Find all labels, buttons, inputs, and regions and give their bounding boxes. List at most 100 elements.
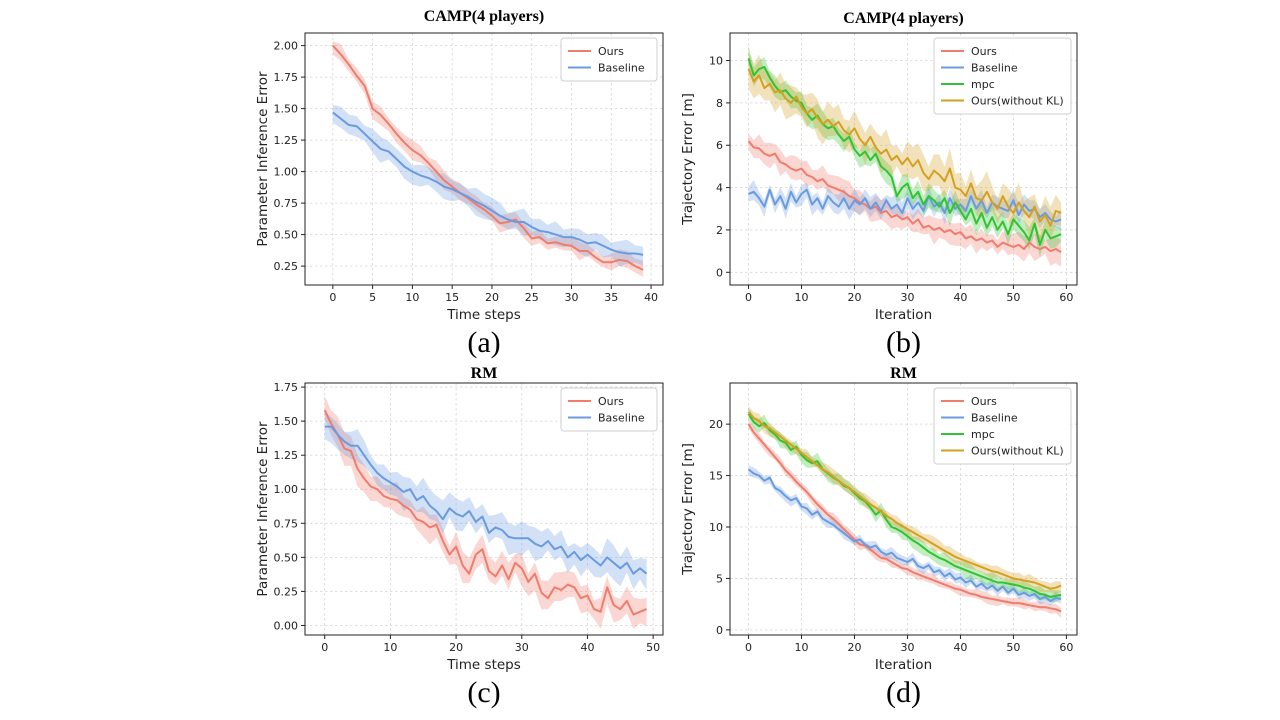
chart-title: RM <box>890 365 917 382</box>
y-tick-label: 0.50 <box>274 551 299 564</box>
series-line-baseline <box>332 111 644 256</box>
legend-entry: Ours(without KL) <box>971 445 1064 458</box>
y-tick-label: 1.00 <box>274 483 299 496</box>
x-tick-label: 35 <box>604 291 618 304</box>
y-tick-label: 5 <box>716 572 723 585</box>
x-tick-label: 10 <box>383 641 397 654</box>
y-tick-label: 1.25 <box>274 449 299 462</box>
plot-area <box>747 45 1062 267</box>
y-tick-label: 6 <box>716 139 723 152</box>
panel-label: (d) <box>886 676 921 709</box>
x-tick-label: 25 <box>525 291 539 304</box>
x-tick-label: 20 <box>847 291 861 304</box>
x-tick-label: 30 <box>900 291 914 304</box>
legend-entry: Ours <box>971 395 997 408</box>
chart-panel-4: 0 10 20 30 40 50 60 0 5 10 15 20 Iteration Trajectory… <box>680 365 1078 709</box>
y-tick-label: 0.00 <box>274 619 299 632</box>
x-axis-label: Iteration <box>875 307 932 323</box>
x-tick-label: 40 <box>580 641 594 654</box>
y-tick-label: 1.75 <box>274 71 299 84</box>
series-line-ours <box>747 140 1062 254</box>
y-tick-label: 1.25 <box>274 134 299 147</box>
plot-area <box>332 41 644 277</box>
x-tick-label: 0 <box>321 641 328 654</box>
x-tick-label: 20 <box>847 641 861 654</box>
panel-label: (a) <box>467 326 500 359</box>
y-tick-label: 0.75 <box>274 517 299 530</box>
legend: Ours Baseline mpc Ours(without KL) <box>933 387 1072 465</box>
x-tick-label: 10 <box>405 291 419 304</box>
chart-panel-3: 0 10 20 30 40 50 0.00 0.25 0.50 0.75 1.00 1.25 1.50 1… <box>255 365 664 709</box>
series-line-mpc <box>747 413 1062 598</box>
series-line-baseline <box>324 425 648 575</box>
x-tick-label: 30 <box>900 641 914 654</box>
y-axis-label: Trajectory Error [m] <box>680 443 696 576</box>
x-tick-label: 10 <box>795 641 809 654</box>
chart-title: CAMP(4 players) <box>424 8 544 25</box>
chart-title: CAMP(4 players) <box>843 10 963 27</box>
y-tick-label: 8 <box>716 97 723 110</box>
series-line-ours <box>747 423 1062 613</box>
legend: Ours Baseline <box>560 37 658 82</box>
y-tick-label: 0.50 <box>274 229 299 242</box>
y-axis-label: Trajectory Error [m] <box>680 93 696 226</box>
y-tick-label: 0.25 <box>274 585 299 598</box>
axes-frame <box>304 382 664 636</box>
y-tick-label: 10 <box>709 521 723 534</box>
band-baseline <box>324 411 647 591</box>
x-tick-label: 0 <box>745 641 752 654</box>
y-tick-label: 4 <box>716 182 723 195</box>
legend-box <box>560 37 658 82</box>
x-axis-label: Time steps <box>446 307 521 323</box>
x-tick-label: 50 <box>1006 641 1020 654</box>
legend-entry: mpc <box>971 428 995 441</box>
plot-area <box>747 406 1062 618</box>
y-axis-label: Parameter Inference Error <box>255 421 271 597</box>
x-tick-label: 40 <box>644 291 658 304</box>
legend-entry: Ours <box>598 45 624 58</box>
x-tick-label: 40 <box>953 641 967 654</box>
x-tick-label: 5 <box>369 291 376 304</box>
legend-entry: Baseline <box>971 62 1018 75</box>
y-tick-label: 1.00 <box>274 166 299 179</box>
x-tick-label: 0 <box>745 291 752 304</box>
y-tick-label: 0 <box>716 624 723 637</box>
x-tick-label: 60 <box>1059 291 1073 304</box>
y-tick-label: 2 <box>716 224 723 237</box>
x-tick-label: 50 <box>1006 291 1020 304</box>
series-line-ours <box>332 44 644 271</box>
x-tick-label: 15 <box>445 291 459 304</box>
y-tick-label: 15 <box>709 470 723 483</box>
axes-frame <box>304 32 664 286</box>
axes-frame <box>729 32 1078 286</box>
x-tick-label: 40 <box>953 291 967 304</box>
series-line-baseline <box>747 468 1062 603</box>
y-tick-label: 0.25 <box>274 260 299 273</box>
chart-panel-2: 0 10 20 30 40 50 60 0 2 4 6 8 10 Iteration Trajectory … <box>680 10 1078 359</box>
y-tick-label: 0 <box>716 266 723 279</box>
chart-panel-1: 0 5 10 15 20 25 30 35 40 0.25 0.50 0.75 1.00 1.25 1.50… <box>255 8 664 359</box>
series-line-ours-without-kl- <box>747 68 1062 227</box>
legend-box <box>933 387 1072 465</box>
y-tick-label: 0.75 <box>274 197 299 210</box>
y-tick-label: 1.75 <box>274 381 299 394</box>
legend-box <box>933 37 1072 115</box>
legend-entry: mpc <box>971 78 995 91</box>
band-ours-without-kl- <box>748 51 1062 241</box>
series-line-ours-without-kl- <box>747 411 1062 590</box>
legend-box <box>560 387 658 432</box>
legend-entry: Baseline <box>971 412 1018 425</box>
axes-frame <box>729 382 1078 636</box>
band-ours <box>748 133 1062 267</box>
legend-entry: Ours <box>598 395 624 408</box>
legend-entry: Ours <box>971 45 997 58</box>
legend-entry: Ours(without KL) <box>971 95 1064 108</box>
x-tick-label: 30 <box>515 641 529 654</box>
y-tick-label: 1.50 <box>274 103 299 116</box>
panel-label: (c) <box>467 676 500 709</box>
y-tick-label: 2.00 <box>274 40 299 53</box>
panel-label: (b) <box>886 326 921 359</box>
x-tick-label: 60 <box>1059 641 1073 654</box>
x-tick-label: 10 <box>795 291 809 304</box>
legend-entry: Baseline <box>598 412 645 425</box>
